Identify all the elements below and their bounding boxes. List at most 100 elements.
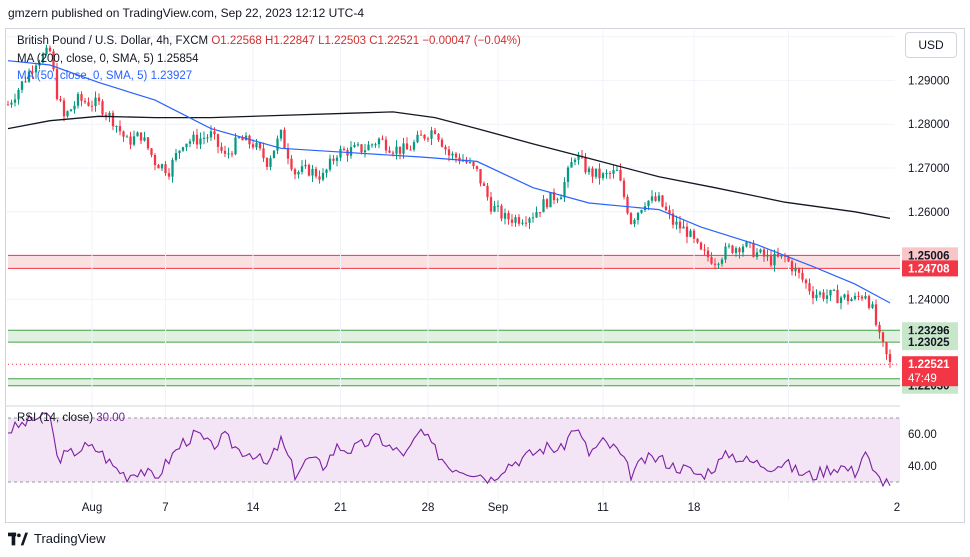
- candle-body-2: [13, 99, 17, 103]
- candle-body-19: [73, 105, 76, 110]
- candle-body-167: [591, 168, 594, 177]
- candle-body-16: [62, 100, 66, 117]
- tradingview-logo-icon: [8, 532, 28, 545]
- candle-body-4: [20, 81, 24, 90]
- candle-body-178: [629, 213, 633, 224]
- candle-body-110: [391, 152, 395, 154]
- candle-body-244: [860, 296, 864, 299]
- candle-body-190: [671, 213, 675, 225]
- candle-body-161: [570, 161, 573, 168]
- candle-body-134: [475, 166, 479, 170]
- rsi-pane: [6, 405, 900, 488]
- candle-body-99: [353, 145, 356, 148]
- candle-body-74: [265, 158, 269, 167]
- price-badge-label-0: 1.25006: [908, 250, 950, 262]
- candle-body-102: [363, 150, 367, 153]
- candle-body-0: [6, 104, 10, 106]
- candle-body-50: [181, 147, 185, 151]
- candle-body-8: [34, 65, 38, 73]
- candle-body-60: [216, 134, 220, 147]
- candle-body-152: [538, 212, 542, 214]
- candle-body-132: [468, 162, 472, 164]
- candle-body-213: [752, 242, 755, 257]
- candle-body-229: [808, 283, 811, 292]
- candle-body-15: [59, 99, 62, 101]
- candle-body-121: [430, 130, 433, 139]
- candle-body-180: [636, 212, 640, 221]
- candle-body-31: [115, 126, 118, 128]
- candle-body-181: [640, 210, 643, 213]
- candle-body-217: [766, 254, 769, 257]
- candle-body-135: [479, 169, 482, 184]
- candle-body-150: [531, 217, 535, 219]
- candle-body-81: [290, 158, 293, 170]
- candle-body-137: [486, 185, 489, 198]
- candle-body-21: [80, 94, 83, 101]
- candle-body-177: [626, 196, 629, 214]
- last-price-label: 1.22521: [908, 359, 950, 371]
- candle-body-104: [370, 144, 374, 146]
- x-tick-label-8: 2: [894, 502, 900, 514]
- x-tick-label-7: 18: [688, 502, 701, 514]
- candle-body-201: [710, 257, 713, 264]
- candle-body-17: [66, 111, 69, 117]
- candle-body-139: [493, 205, 496, 212]
- candle-body-126: [447, 149, 451, 156]
- candle-body-116: [412, 142, 416, 150]
- candle-body-90: [321, 172, 325, 180]
- candle-body-94: [335, 157, 339, 161]
- legend-rsi[interactable]: RSI (14, close) 30.00: [17, 412, 125, 424]
- candle-body-96: [342, 148, 346, 151]
- candle-body-160: [566, 167, 570, 182]
- price-badge-1: [902, 260, 958, 277]
- candle-body-29: [108, 112, 111, 116]
- candle-body-147: [521, 222, 524, 224]
- candle-body-117: [416, 134, 419, 143]
- legend-ma50[interactable]: MA (50, close, 0, SMA, 5) 1.23927: [17, 70, 192, 82]
- candle-body-210: [741, 246, 745, 253]
- candle-body-83: [297, 171, 300, 175]
- candle-body-89: [318, 176, 321, 180]
- x-tick-label-3: 21: [334, 502, 347, 514]
- candle-body-155: [549, 192, 552, 208]
- candle-body-153: [542, 199, 545, 213]
- candle-body-248: [874, 304, 878, 325]
- candle-body-205: [724, 246, 727, 260]
- candle-body-193: [682, 226, 685, 229]
- candle-body-85: [304, 164, 307, 167]
- candle-body-106: [377, 138, 381, 145]
- candle-body-225: [794, 268, 797, 272]
- candle-body-165: [584, 157, 587, 173]
- candle-body-151: [535, 212, 538, 218]
- candle-body-184: [650, 196, 654, 201]
- candle-body-187: [661, 195, 664, 207]
- candle-body-133: [472, 162, 475, 167]
- candle-body-108: [384, 139, 388, 151]
- ohlc-values: O1.22568 H1.22847 L1.22503 C1.22521 −0.0…: [211, 35, 521, 47]
- candle-body-36: [132, 136, 136, 145]
- candle-body-101: [360, 144, 363, 153]
- candle-body-37: [136, 132, 139, 137]
- currency-button[interactable]: USD: [905, 32, 957, 58]
- candle-body-40: [146, 137, 150, 149]
- candle-body-52: [188, 141, 192, 144]
- candle-body-5: [24, 81, 27, 83]
- candle-body-221: [780, 255, 783, 257]
- price-badge-3: [902, 334, 958, 351]
- candles: [6, 44, 892, 368]
- x-tick-label-2: 14: [247, 502, 260, 514]
- candle-body-122: [433, 130, 437, 134]
- candle-body-1: [10, 102, 13, 105]
- candle-body-251: [885, 342, 888, 355]
- legend-ma200[interactable]: MA (200, close, 0, SMA, 5) 1.25854: [17, 53, 199, 65]
- candle-body-214: [755, 252, 759, 257]
- candle-body-206: [727, 245, 731, 247]
- candle-body-61: [220, 146, 223, 151]
- candle-body-197: [696, 238, 699, 243]
- candle-body-219: [773, 253, 776, 266]
- candle-body-247: [871, 304, 874, 308]
- candle-body-28: [104, 114, 108, 116]
- candle-body-208: [734, 248, 738, 253]
- candle-body-47: [171, 159, 174, 177]
